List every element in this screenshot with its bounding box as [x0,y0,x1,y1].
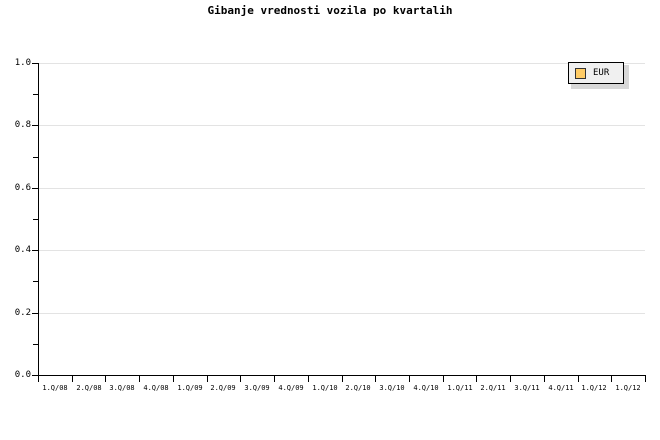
x-axis-label: 1.Q/09 [177,384,203,392]
x-axis-label: 1.Q/12 [581,384,607,392]
x-tick [240,376,241,382]
y-axis-label: 0.4 [14,245,31,256]
x-tick [105,376,106,382]
x-tick [611,376,612,382]
x-tick [72,376,73,382]
x-axis-label: 3.Q/10 [379,384,405,392]
y-axis-line [38,63,39,376]
gridline [38,63,645,64]
y-tick-major [32,125,38,127]
plot-area [38,63,645,375]
y-tick-minor [33,94,38,96]
y-tick-major [32,250,38,252]
x-tick [510,376,511,382]
x-axis-label: 4.Q/09 [278,384,304,392]
x-tick [274,376,275,382]
y-tick-minor [33,343,38,345]
gridline [38,187,645,189]
x-axis-label: 4.Q/08 [143,384,169,392]
x-tick [173,376,174,382]
y-axis-label: 0.6 [14,182,31,193]
x-tick [207,376,208,382]
y-tick-major [32,375,38,376]
x-tick [342,376,343,382]
legend-label-eur: EUR [593,67,610,78]
gridline [38,125,645,127]
y-tick-minor [33,219,38,220]
x-axis-label: 2.Q/10 [345,384,371,392]
x-axis-label: 2.Q/11 [480,384,506,392]
legend-swatch-icon [575,67,586,79]
y-tick-major [32,187,38,189]
x-tick [409,376,410,382]
x-tick [443,376,444,382]
x-tick [139,376,140,382]
x-axis-label: 3.Q/11 [514,384,540,392]
x-axis-label: 1.Q/10 [312,384,338,392]
y-axis-label: 0.2 [14,307,31,318]
x-tick [544,376,545,382]
x-tick [645,376,646,382]
x-tick [375,376,376,382]
x-axis-label: 3.Q/09 [244,384,270,392]
x-axis-label: 4.Q/10 [413,384,439,392]
chart-legend[interactable]: EUR [568,62,624,84]
y-axis-label: 0.0 [14,370,31,380]
x-axis-line [38,375,646,376]
x-axis-label: 2.Q/09 [210,384,236,392]
y-tick-major [32,63,38,64]
x-tick [476,376,477,382]
chart-title: Gibanje vrednosti vozila po kvartalih [207,4,453,17]
x-axis-label: 1.Q/12 [615,384,641,392]
gridline [38,250,645,252]
x-tick [578,376,579,382]
x-tick [308,376,309,382]
x-tick [38,376,39,382]
y-tick-minor [33,156,38,158]
x-axis-label: 2.Q/08 [76,384,102,392]
y-tick-minor [33,281,38,283]
x-axis-label: 4.Q/11 [548,384,574,392]
x-axis-label: 1.Q/08 [42,384,68,392]
x-axis-label: 1.Q/11 [447,384,473,392]
x-axis-label: 3.Q/08 [109,384,135,392]
gridline [38,312,645,314]
y-axis-label: 1.0 [14,58,31,68]
y-axis-label: 0.8 [14,120,31,131]
y-tick-major [32,312,38,314]
